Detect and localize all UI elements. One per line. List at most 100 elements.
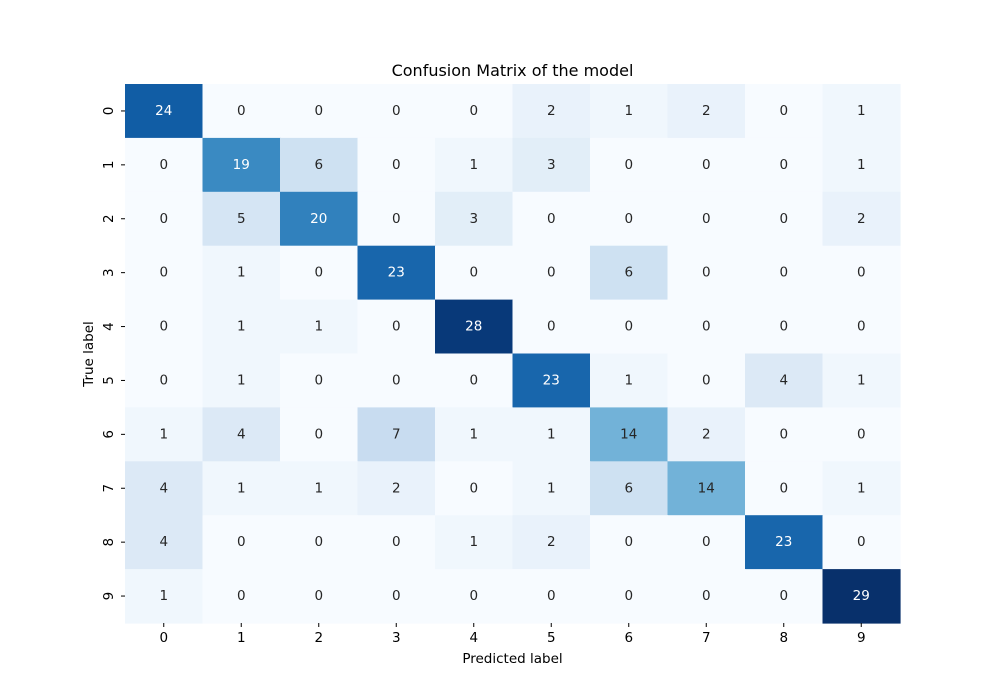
cell-value-label: 0	[469, 588, 478, 604]
cell-value-label: 0	[469, 372, 478, 388]
cell-value-label: 1	[237, 319, 246, 335]
cell-value-label: 4	[237, 426, 246, 442]
cell-value-label: 4	[159, 480, 168, 496]
cell-value-label: 0	[159, 157, 168, 173]
cell-value-label: 0	[392, 157, 401, 173]
heatmap-cell	[667, 515, 746, 570]
cell-value-label: 1	[469, 157, 478, 173]
heatmap-cell	[512, 245, 591, 301]
cell-value-label: 1	[857, 372, 866, 388]
y-tick-label: 8	[101, 538, 117, 547]
heatmap-cell	[202, 515, 281, 570]
cell-value-label: 20	[310, 211, 327, 227]
cell-value-label: 2	[702, 426, 711, 442]
heatmap-cell	[202, 84, 281, 139]
cell-value-label: 14	[698, 480, 715, 496]
heatmap-cell	[435, 299, 514, 355]
heatmap-cell	[667, 191, 746, 247]
cell-value-label: 0	[159, 265, 168, 281]
heatmap-cell	[590, 137, 669, 193]
heatmap-cell	[357, 353, 436, 408]
cell-value-label: 0	[314, 265, 323, 281]
cell-value-label: 0	[314, 534, 323, 550]
heatmap-cell	[125, 569, 204, 624]
cell-value-label: 0	[392, 534, 401, 550]
y-tick-label: 6	[101, 430, 117, 439]
cell-value-label: 1	[314, 480, 323, 496]
y-tick-label: 4	[101, 322, 117, 331]
y-axis-label: True label	[81, 321, 97, 388]
heatmap-cell	[822, 461, 901, 516]
cell-value-label: 0	[159, 319, 168, 335]
heatmap-cell	[745, 299, 824, 355]
cell-value-label: 0	[702, 588, 711, 604]
y-tick-label: 0	[101, 107, 117, 116]
heatmap-cell	[590, 299, 669, 355]
heatmap-cell	[280, 569, 359, 624]
heatmap-cell	[202, 461, 281, 516]
cell-value-label: 14	[620, 426, 637, 442]
cell-value-label: 0	[314, 426, 323, 442]
cell-value-label: 0	[702, 372, 711, 388]
cell-value-label: 1	[547, 426, 556, 442]
cell-value-label: 1	[624, 103, 633, 119]
cell-value-label: 0	[392, 103, 401, 119]
heatmap-cell	[357, 191, 436, 247]
y-tick-label: 1	[101, 161, 117, 170]
heatmap-cell	[435, 461, 514, 516]
cell-value-label: 1	[237, 480, 246, 496]
cell-value-label: 2	[702, 103, 711, 119]
heatmap-cell	[667, 407, 746, 462]
heatmap-cell	[280, 515, 359, 570]
x-tick-label: 7	[702, 630, 711, 646]
cell-value-label: 0	[779, 588, 788, 604]
heatmap-cell	[822, 515, 901, 570]
cell-value-label: 6	[624, 480, 633, 496]
heatmap-cell	[280, 191, 359, 247]
heatmap-cell	[745, 569, 824, 624]
heatmap-cell	[280, 353, 359, 408]
cell-value-label: 0	[314, 372, 323, 388]
heatmap-cell	[822, 299, 901, 355]
heatmap-cell	[435, 84, 514, 139]
cell-value-label: 2	[392, 480, 401, 496]
y-tick-label: 5	[101, 376, 117, 385]
cell-value-label: 0	[779, 319, 788, 335]
cell-value-label: 0	[392, 588, 401, 604]
heatmap-cell	[512, 461, 591, 516]
heatmap-cell	[512, 84, 591, 139]
heatmap-cell	[667, 569, 746, 624]
heatmap-cell	[822, 137, 901, 193]
cell-value-label: 0	[547, 319, 556, 335]
cell-value-label: 0	[779, 103, 788, 119]
cell-value-label: 0	[159, 372, 168, 388]
cell-value-label: 0	[392, 319, 401, 335]
heatmap-cell	[745, 353, 824, 408]
cell-value-label: 0	[237, 534, 246, 550]
cell-value-label: 23	[775, 534, 792, 550]
heatmap-cell	[745, 191, 824, 247]
cell-value-label: 29	[853, 588, 870, 604]
heatmap-cell	[125, 461, 204, 516]
cell-value-label: 0	[547, 265, 556, 281]
heatmap-cell	[590, 245, 669, 301]
heatmap-cell	[667, 245, 746, 301]
cell-value-label: 1	[857, 157, 866, 173]
cell-value-label: 0	[392, 211, 401, 227]
heatmap-cell	[590, 515, 669, 570]
heatmap-cell	[667, 461, 746, 516]
cell-value-label: 1	[469, 426, 478, 442]
cell-value-label: 0	[702, 211, 711, 227]
cell-value-label: 3	[547, 157, 556, 173]
heatmap-cell	[512, 137, 591, 193]
cell-value-label: 6	[314, 157, 323, 173]
heatmap-cell	[125, 137, 204, 193]
cell-value-label: 0	[702, 319, 711, 335]
heatmap-cell	[590, 84, 669, 139]
heatmap-cell	[202, 407, 281, 462]
heatmap-cell	[357, 407, 436, 462]
cell-value-label: 24	[155, 103, 172, 119]
cell-value-label: 0	[857, 265, 866, 281]
heatmap-cell	[357, 84, 436, 139]
cell-value-label: 1	[159, 426, 168, 442]
